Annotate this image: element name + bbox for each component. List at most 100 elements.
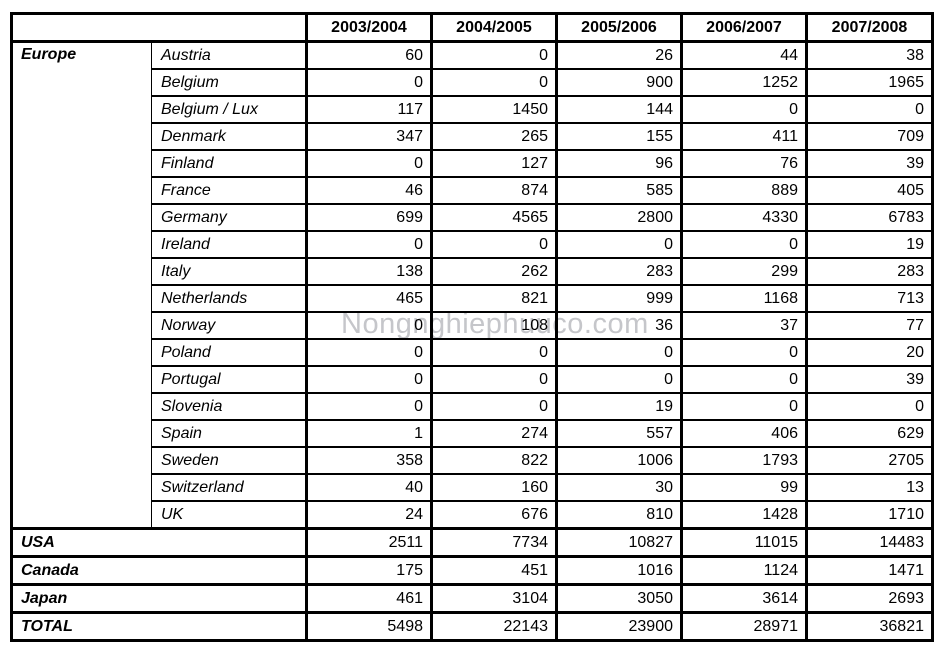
country-name: Denmark xyxy=(151,122,308,151)
table-row: Europe Austria 60 0 26 44 38 xyxy=(10,40,934,530)
value-cell: 44 xyxy=(680,40,808,70)
value-cell: 3050 xyxy=(555,583,683,614)
value-cell: 99 xyxy=(680,473,808,502)
value-cell: 0 xyxy=(555,338,683,367)
value-cell: 1965 xyxy=(805,68,934,97)
country-name: Belgium xyxy=(151,68,308,97)
value-cell: 1252 xyxy=(680,68,808,97)
value-cell: 1793 xyxy=(680,446,808,475)
value-cell: 461 xyxy=(305,583,433,614)
value-cell: 676 xyxy=(430,500,558,530)
value-cell: 699 xyxy=(305,203,433,232)
country-name: Poland xyxy=(151,338,308,367)
value-cell: 138 xyxy=(305,257,433,286)
country-name: Finland xyxy=(151,149,308,178)
value-cell: 5498 xyxy=(305,611,433,642)
value-cell: 874 xyxy=(430,176,558,205)
value-cell: 0 xyxy=(680,365,808,394)
value-cell: 96 xyxy=(555,149,683,178)
value-cell: 4565 xyxy=(430,203,558,232)
value-cell: 1168 xyxy=(680,284,808,313)
table-row: Spain 1 274 557 406 629 xyxy=(12,419,934,448)
value-cell: 30 xyxy=(555,473,683,502)
value-cell: 1450 xyxy=(430,95,558,124)
value-cell: 0 xyxy=(430,68,558,97)
summary-label: Canada xyxy=(10,555,308,586)
value-cell: 629 xyxy=(805,419,934,448)
value-cell: 889 xyxy=(680,176,808,205)
value-cell: 2693 xyxy=(805,583,934,614)
summary-label: TOTAL xyxy=(10,611,308,642)
value-cell: 1710 xyxy=(805,500,934,530)
value-cell: 585 xyxy=(555,176,683,205)
value-cell: 451 xyxy=(430,555,558,586)
value-cell: 1428 xyxy=(680,500,808,530)
value-cell: 11015 xyxy=(680,527,808,558)
country-name: Italy xyxy=(151,257,308,286)
value-cell: 1471 xyxy=(805,555,934,586)
country-name: Ireland xyxy=(151,230,308,259)
value-cell: 0 xyxy=(805,95,934,124)
value-cell: 155 xyxy=(555,122,683,151)
value-cell: 1124 xyxy=(680,555,808,586)
value-cell: 2800 xyxy=(555,203,683,232)
column-header: 2003/2004 xyxy=(305,12,433,43)
value-cell: 3614 xyxy=(680,583,808,614)
country-name: Slovenia xyxy=(151,392,308,421)
value-cell: 1 xyxy=(305,419,433,448)
header-row: 2003/2004 2004/2005 2005/2006 2006/2007 … xyxy=(10,12,934,43)
region-label-europe: Europe xyxy=(10,41,152,530)
country-name: Spain xyxy=(151,419,308,448)
value-cell: 810 xyxy=(555,500,683,530)
country-name: UK xyxy=(151,500,308,530)
value-cell: 13 xyxy=(805,473,934,502)
value-cell: 0 xyxy=(680,230,808,259)
value-cell: 24 xyxy=(305,500,433,530)
value-cell: 1016 xyxy=(555,555,683,586)
value-cell: 60 xyxy=(305,40,433,70)
value-cell: 4330 xyxy=(680,203,808,232)
table-row: Switzerland 40 160 30 99 13 xyxy=(12,473,934,502)
value-cell: 358 xyxy=(305,446,433,475)
table-row: Slovenia 0 0 19 0 0 xyxy=(12,392,934,421)
value-cell: 0 xyxy=(305,311,433,340)
column-header: 2004/2005 xyxy=(430,12,558,43)
value-cell: 0 xyxy=(430,230,558,259)
value-cell: 19 xyxy=(805,230,934,259)
value-cell: 26 xyxy=(555,40,683,70)
value-cell: 713 xyxy=(805,284,934,313)
table-row: Finland 0 127 96 76 39 xyxy=(12,149,934,178)
value-cell: 0 xyxy=(805,392,934,421)
value-cell: 822 xyxy=(430,446,558,475)
value-cell: 1006 xyxy=(555,446,683,475)
value-cell: 160 xyxy=(430,473,558,502)
table-body: Europe Austria 60 0 26 44 38 Belgium 0 0 900 1252 19… xyxy=(10,40,934,642)
value-cell: 0 xyxy=(305,365,433,394)
value-cell: 262 xyxy=(430,257,558,286)
value-cell: 0 xyxy=(680,95,808,124)
table-row: Netherlands 465 821 999 1168 713 xyxy=(12,284,934,313)
value-cell: 3104 xyxy=(430,583,558,614)
value-cell: 0 xyxy=(430,40,558,70)
value-cell: 10827 xyxy=(555,527,683,558)
value-cell: 6783 xyxy=(805,203,934,232)
summary-row: Japan 461 3104 3050 3614 2693 xyxy=(10,583,934,614)
value-cell: 347 xyxy=(305,122,433,151)
value-cell: 127 xyxy=(430,149,558,178)
country-name: Sweden xyxy=(151,446,308,475)
value-cell: 465 xyxy=(305,284,433,313)
country-name: Belgium / Lux xyxy=(151,95,308,124)
table-row: Germany 699 4565 2800 4330 6783 xyxy=(12,203,934,232)
value-cell: 2705 xyxy=(805,446,934,475)
value-cell: 821 xyxy=(430,284,558,313)
value-cell: 0 xyxy=(430,365,558,394)
value-cell: 40 xyxy=(305,473,433,502)
value-cell: 76 xyxy=(680,149,808,178)
value-cell: 77 xyxy=(805,311,934,340)
summary-row: TOTAL 5498 22143 23900 28971 36821 xyxy=(10,611,934,642)
country-name: France xyxy=(151,176,308,205)
value-cell: 0 xyxy=(430,392,558,421)
value-cell: 28971 xyxy=(680,611,808,642)
value-cell: 36 xyxy=(555,311,683,340)
